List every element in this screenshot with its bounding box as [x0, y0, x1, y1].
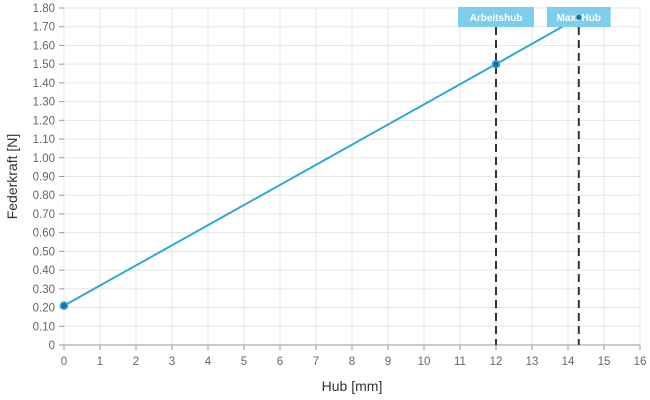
- x-tick-label: 13: [526, 356, 539, 368]
- x-tick-label: 1: [97, 356, 103, 368]
- y-axis-title: Federkraft [N]: [4, 134, 20, 220]
- y-tick-label: 1.70: [33, 22, 55, 34]
- x-tick-label: 5: [241, 356, 247, 368]
- y-tick-label: 1.10: [33, 134, 55, 146]
- y-tick-label: 0.90: [33, 172, 55, 184]
- y-tick-label: 0.50: [33, 246, 55, 258]
- marker-labels: Arbeitshub Max. Hub: [458, 7, 611, 27]
- x-tick-label: 16: [634, 356, 647, 368]
- y-tick-label: 0.60: [33, 228, 55, 240]
- x-tick-label: 14: [562, 356, 575, 368]
- y-tick-label: 1.40: [33, 78, 55, 90]
- y-tick-label: 0.80: [33, 190, 55, 202]
- y-tick-label: 0: [49, 340, 55, 352]
- y-tick-label: 1.20: [33, 115, 55, 127]
- data-point-top: [576, 14, 582, 20]
- x-tick-label: 11: [454, 356, 466, 368]
- x-tick-label: 2: [133, 356, 139, 368]
- x-tick-label: 0: [61, 356, 67, 368]
- marker-label: Arbeitshub: [470, 13, 523, 24]
- x-tick-label: 9: [385, 356, 391, 368]
- x-tick-label: 8: [349, 356, 355, 368]
- y-tick-label: 0.30: [33, 284, 55, 296]
- y-tick-label: 0.70: [33, 209, 55, 221]
- x-tick-label: 15: [598, 356, 611, 368]
- y-tick-label: 1.80: [33, 3, 55, 15]
- y-tick-label: 1.60: [33, 40, 55, 52]
- y-tick-label: 0.20: [33, 303, 55, 315]
- x-axis-title: Hub [mm]: [322, 378, 383, 394]
- grid: [63, 7, 641, 346]
- x-tick-label: 12: [490, 356, 503, 368]
- series-layer: [59, 13, 584, 310]
- vertical-markers: [495, 27, 580, 345]
- x-tick-label: 6: [277, 356, 283, 368]
- marker-label-box: [458, 7, 534, 27]
- axes: 0 0.10 0.20 0.30 0.40 0.50 0.60 0.70 0.80 0.90 1.0…: [33, 3, 647, 368]
- data-point: [59, 301, 69, 310]
- x-tick-label: 4: [205, 356, 212, 368]
- x-tick-label: 3: [169, 356, 175, 368]
- y-tick-label: 1.30: [33, 97, 55, 109]
- y-tick-label: 0.40: [33, 265, 55, 277]
- y-tick-label: 0.10: [33, 321, 55, 333]
- data-point: [491, 59, 501, 69]
- x-tick-label: 10: [418, 356, 431, 368]
- y-tick-label: 1.50: [33, 59, 55, 71]
- y-tick-label: 1.00: [33, 153, 55, 165]
- x-tick-label: 7: [313, 356, 319, 368]
- series-line: [63, 16, 580, 307]
